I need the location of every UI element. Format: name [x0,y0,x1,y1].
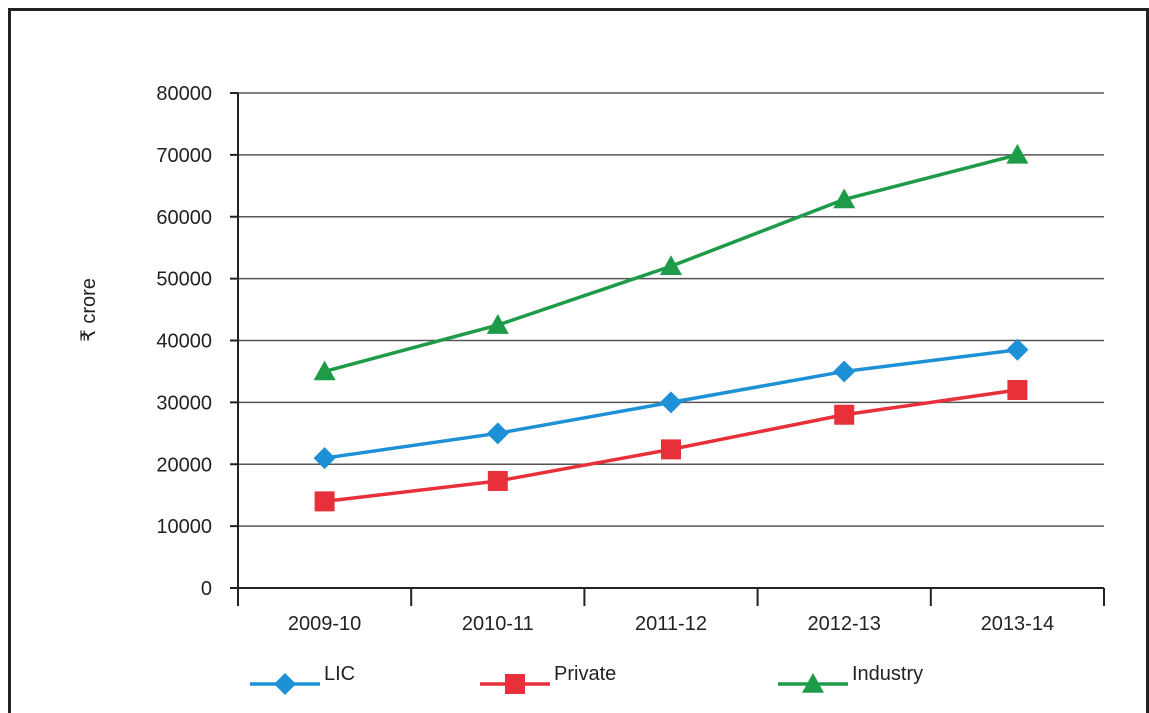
x-tick-label: 2009-10 [288,613,361,635]
y-tick-label: 20000 [156,454,212,476]
x-tick-label: 2013-14 [981,613,1054,635]
data-point-industry [660,255,682,276]
legend-item-private: Private [480,663,616,694]
data-point-private [487,470,508,491]
gridlines [238,92,1104,527]
chart-frame [8,8,1149,713]
y-tick-label: 70000 [156,145,212,167]
y-tick-label: 50000 [156,269,212,291]
data-point-lic [833,360,856,383]
legend: LIC Private Industry [250,663,923,695]
data-point-lic [1006,338,1029,361]
y-tick-label: 40000 [156,331,212,353]
legend-item-lic: LIC [250,663,355,695]
data-point-industry [1006,143,1029,164]
x-tick-label: 2012-13 [807,613,880,635]
y-axis-label: ₹ crore [78,278,100,342]
legend-marker-private [505,674,525,694]
series-private [314,380,1028,512]
x-tick-label: 2010-11 [462,613,534,635]
legend-label-industry: Industry [852,663,923,685]
data-point-private [314,491,335,512]
x-tick-labels: 2009-10 2010-11 2011-12 2012-13 2013-14 [288,613,1054,635]
legend-label-private: Private [554,663,616,685]
legend-marker-industry [802,673,824,693]
data-point-industry [833,188,856,209]
y-tick-label: 10000 [156,516,212,538]
data-point-lic [313,447,336,470]
data-point-lic [486,422,509,445]
legend-label-lic: LIC [324,663,355,685]
data-point-private [661,439,681,460]
data-point-industry [313,360,336,381]
data-point-private [834,404,855,425]
series-industry [313,143,1029,381]
data-point-lic [660,391,682,414]
data-point-industry [486,314,509,334]
series [313,143,1029,512]
legend-marker-lic [274,673,296,695]
axes [230,92,1105,606]
y-tick-label: 80000 [156,83,212,105]
y-tick-label: 30000 [156,392,212,414]
y-tick-label: 0 [201,578,212,600]
series-lic [313,338,1029,470]
x-tick-label: 2011-12 [635,613,707,635]
y-tick-label: 60000 [156,207,212,229]
data-point-private [1007,380,1028,400]
legend-item-industry: Industry [778,663,923,693]
y-tick-labels: 0 10000 20000 30000 40000 50000 60000 70000 8000… [156,83,212,600]
